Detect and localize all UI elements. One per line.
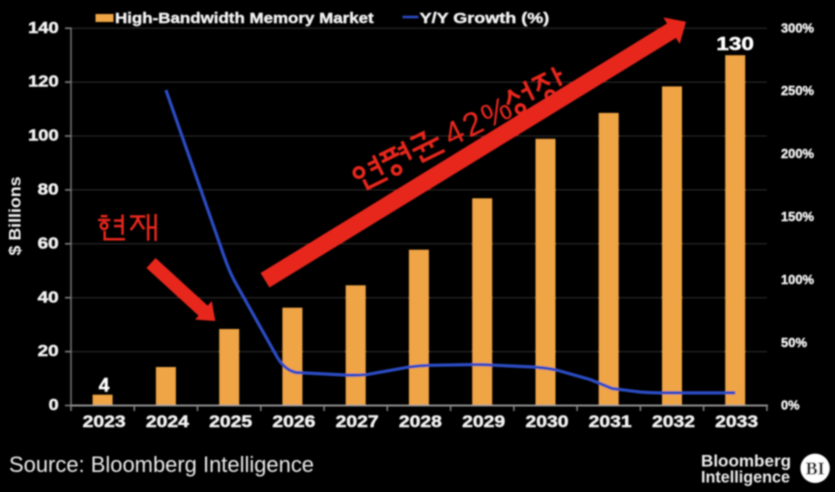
svg-text:4: 4	[99, 376, 110, 397]
svg-text:40: 40	[38, 289, 59, 306]
svg-text:100%: 100%	[781, 273, 814, 287]
svg-text:0: 0	[49, 397, 59, 414]
svg-text:80: 80	[38, 182, 59, 199]
svg-text:2028: 2028	[399, 412, 442, 431]
svg-text:2024: 2024	[146, 412, 190, 431]
svg-text:60: 60	[38, 235, 59, 252]
svg-text:120: 120	[28, 74, 59, 91]
svg-text:20: 20	[38, 343, 59, 360]
svg-text:2029: 2029	[462, 412, 505, 431]
svg-text:$ Billions: $ Billions	[6, 177, 25, 256]
svg-text:0%: 0%	[781, 399, 800, 413]
svg-text:130: 130	[716, 34, 754, 54]
svg-text:50%: 50%	[781, 336, 807, 350]
svg-text:2025: 2025	[209, 412, 252, 431]
svg-text:High-Bandwidth Memory Market: High-Bandwidth Memory Market	[115, 11, 374, 27]
svg-text:Source: Bloomberg Intelligence: Source: Bloomberg Intelligence	[9, 452, 314, 477]
svg-text:2030: 2030	[526, 412, 569, 431]
svg-text:Bloomberg: Bloomberg	[701, 452, 791, 471]
svg-text:Y/Y Growth (%): Y/Y Growth (%)	[420, 11, 550, 27]
svg-text:2023: 2023	[83, 412, 126, 431]
svg-text:250%: 250%	[781, 84, 814, 98]
svg-text:2032: 2032	[652, 412, 695, 431]
svg-text:150%: 150%	[781, 210, 814, 224]
svg-text:2031: 2031	[589, 412, 632, 431]
svg-text:200%: 200%	[781, 147, 814, 161]
svg-text:BI: BI	[806, 458, 825, 478]
svg-text:2033: 2033	[715, 412, 758, 431]
svg-text:2026: 2026	[272, 412, 315, 431]
svg-text:140: 140	[28, 20, 59, 37]
svg-text:300%: 300%	[781, 21, 814, 35]
svg-text:Intelligence: Intelligence	[701, 469, 790, 487]
svg-text:100: 100	[28, 128, 59, 145]
svg-text:2027: 2027	[336, 412, 379, 431]
